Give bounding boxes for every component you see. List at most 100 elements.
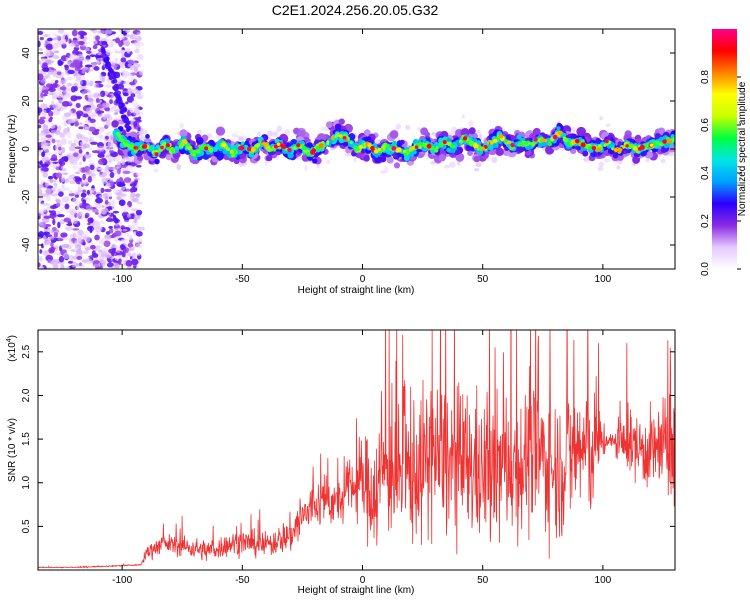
spectrogram-noise-cell <box>51 179 57 183</box>
spectrogram-peak-cell <box>499 134 504 139</box>
spectrogram-noise-cell <box>127 63 132 68</box>
spectrogram-halo-cell <box>257 131 261 136</box>
spectrogram-noise-cell <box>52 218 56 226</box>
spectrogram-noise-cell <box>106 191 113 198</box>
spectrogram-ridge-cell <box>438 154 446 162</box>
spectrogram-noise-cell <box>105 119 111 127</box>
spectrogram-noise-cell <box>97 145 105 152</box>
spectrogram-noise-cell <box>121 186 126 191</box>
spectrogram-noise-cell <box>80 66 89 71</box>
spectrogram-noise-cell <box>40 222 47 229</box>
spectrogram-noise-cell <box>87 222 91 226</box>
spectrogram-noise-cell <box>76 53 84 60</box>
spectrogram-noise-cell <box>53 110 61 116</box>
spectrogram-noise-cell <box>54 80 59 84</box>
spectrogram-noise-cell <box>44 91 49 95</box>
spectrogram-ridge-cell <box>566 141 571 146</box>
spectrogram-noise-cell <box>46 195 52 202</box>
spectrogram-noise-cell <box>70 122 74 126</box>
spectrogram-noise-cell <box>107 38 112 46</box>
spectrogram-noise-cell <box>124 29 131 34</box>
spectrogram-noise-cell <box>95 211 99 215</box>
spectrogram-noise-cell <box>56 191 60 194</box>
spectrogram-noise-cell <box>133 177 140 181</box>
spectrogram-noise-cell <box>38 73 44 81</box>
spectrogram-halo-cell <box>138 134 145 142</box>
spectrogram-noise-cell <box>60 244 65 249</box>
spectrogram-noise-cell <box>57 188 61 192</box>
spectrogram-noise-cell <box>137 95 143 100</box>
spectrogram-noise-cell <box>91 209 99 213</box>
spectrogram-noise-cell <box>42 62 48 67</box>
spectrogram-noise-cell <box>84 214 88 219</box>
spectrogram-peak-cell <box>358 144 363 149</box>
spectrogram-noise-cell <box>42 234 47 241</box>
spectrogram-ridge-cell <box>471 132 478 139</box>
spectrogram-peak-cell <box>614 148 619 152</box>
spectrogram-ridge-cell <box>524 143 528 147</box>
spectrogram-ridge-cell <box>538 142 544 148</box>
spectrogram-noise-cell <box>56 143 62 148</box>
spectrogram-noise-cell <box>55 91 64 99</box>
spectrogram-noise-cell <box>79 35 85 39</box>
spectrogram-noise-cell <box>42 124 49 131</box>
spectrogram-ridge-cell <box>360 149 366 154</box>
spectrogram-noise-cell <box>136 252 141 256</box>
spectrogram-noise-cell <box>38 199 42 204</box>
spectrogram-trace-cell <box>114 84 119 90</box>
colorbar: 0.0 0.2 0.4 0.6 0.8 Normalized spectral ampl… <box>700 29 748 276</box>
spectrogram-noise-cell <box>74 146 82 150</box>
spectrogram-ridge-cell <box>334 134 338 138</box>
spectrogram-noise-cell <box>50 193 59 197</box>
spectrogram-ridge-cell <box>652 140 657 145</box>
spectrogram-ridge-cell <box>389 130 399 139</box>
spectrogram-noise-cell <box>54 216 59 221</box>
spectrogram-noise-cell <box>84 136 89 143</box>
spectrogram-noise-cell <box>125 47 131 53</box>
spectrogram-noise-cell <box>47 37 53 42</box>
spectrogram-trace-cell <box>122 114 127 120</box>
spectrogram-noise-cell <box>80 192 87 198</box>
spectrogram-noise-cell <box>89 164 95 170</box>
spectrogram-noise-cell <box>135 45 141 49</box>
spectrogram-noise-cell <box>38 255 43 262</box>
spectrogram-ridge-cell <box>418 142 423 147</box>
spectrogram-noise-cell <box>116 189 125 193</box>
spectrogram-noise-cell <box>67 69 75 75</box>
spectrogram-noise-cell <box>60 166 65 170</box>
spectrogram-noise-cell <box>94 83 99 89</box>
spectrogram-halo-cell <box>597 166 604 172</box>
spectrogram-noise-cell <box>67 214 75 219</box>
spectrogram-noise-cell <box>38 213 42 217</box>
spectrogram-noise-cell <box>50 79 55 84</box>
spectrogram-peak-cell <box>377 147 382 152</box>
spectrogram-noise-cell <box>133 106 140 113</box>
spectrogram-noise-cell <box>75 251 79 258</box>
spectrogram-noise-cell <box>116 181 125 188</box>
spectrogram-noise-cell <box>65 57 69 61</box>
spectrogram-noise-cell <box>62 172 69 175</box>
spectrogram-noise-cell <box>57 98 63 104</box>
spectrogram-peak-cell <box>273 144 278 149</box>
spectrogram-noise-cell <box>82 199 87 205</box>
spectrogram-noise-cell <box>57 125 62 131</box>
spectrogram-noise-cell <box>49 92 54 96</box>
snr-ylabel: SNR (10 * v/v) <box>7 418 18 482</box>
spectrogram-noise-cell <box>49 122 56 129</box>
spectrogram-ridge-cell <box>291 146 295 150</box>
spectrogram-ridge-cell <box>468 127 476 135</box>
spectrogram-peak-cell <box>373 149 379 154</box>
spectrogram-noise-cell <box>88 136 95 143</box>
spectrogram-peak-cell <box>570 139 576 146</box>
spectrogram-peak-cell <box>462 136 468 141</box>
spectrogram-noise-cell <box>130 93 136 98</box>
spectrogram-peak-cell <box>330 136 335 141</box>
spectrogram-ridge-cell <box>233 148 237 152</box>
spectrogram-ridge-cell <box>612 153 619 159</box>
spectrogram-noise-cell <box>64 203 70 210</box>
spectrogram-ridge-cell <box>231 153 235 158</box>
spectrogram-noise-cell <box>95 97 100 104</box>
spectrogram-noise-cell <box>70 95 78 102</box>
spectrogram-ridge-cell <box>655 140 660 145</box>
spectrogram-halo-cell <box>197 129 203 135</box>
